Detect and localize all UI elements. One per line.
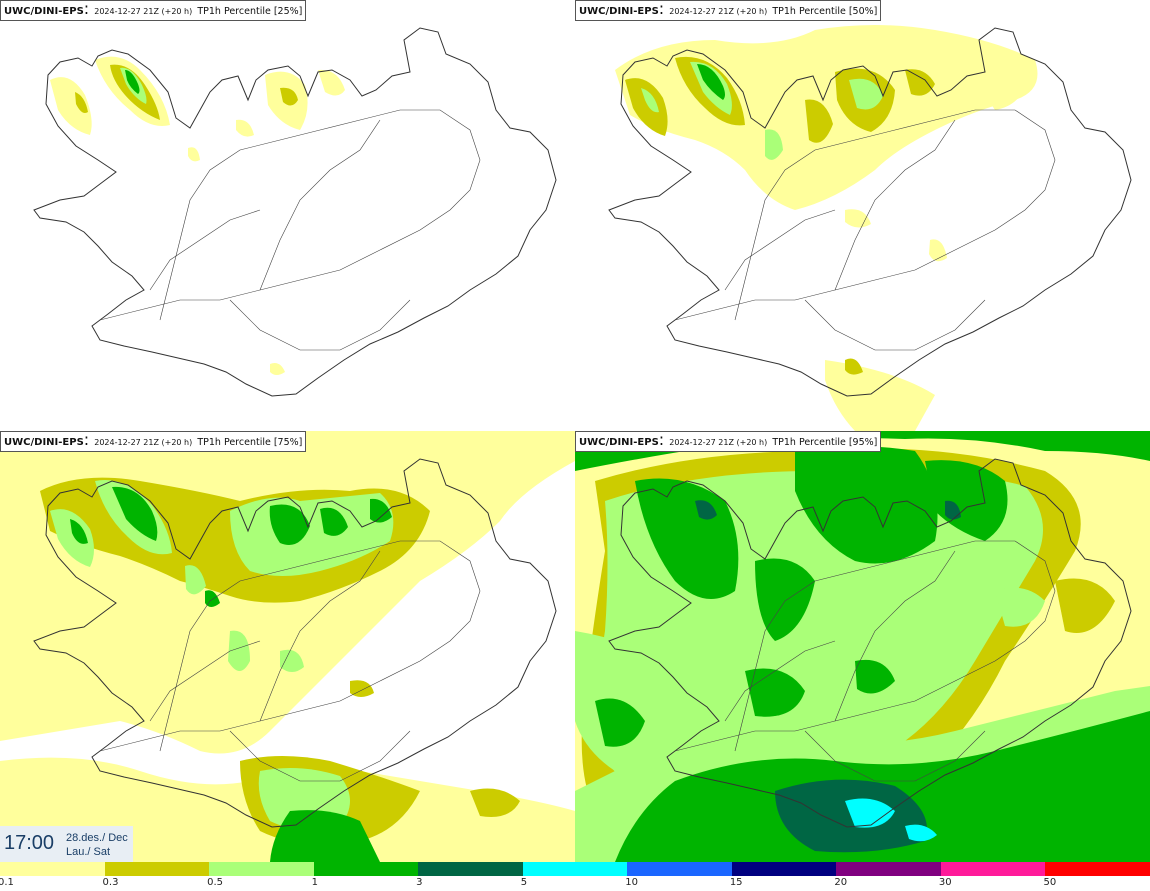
road-network-p25 — [99, 109, 481, 351]
legend-tick-label: 1 — [311, 877, 318, 888]
model-name: UWC/DINI-EPS — [4, 437, 84, 448]
legend-tick-label: 0.3 — [102, 877, 119, 888]
legend-swatch — [940, 862, 1046, 876]
iceland-coastline-p75 — [33, 458, 557, 828]
precip-field-p50 — [615, 25, 1038, 431]
variable-name: TP1h Percentile [25%] — [197, 6, 303, 17]
precip-field-p25 — [50, 56, 345, 375]
legend-swatch — [418, 862, 523, 876]
precip-field-p75 — [0, 431, 575, 862]
iceland-coastline-p50 — [608, 27, 1132, 397]
legend-swatch — [1045, 862, 1150, 876]
iceland-coastline-p95 — [608, 458, 1132, 828]
precip-map-p95 — [575, 431, 1150, 862]
map-panel-p25: UWC/DINI-EPS: 2024-12-27 21Z (+20 h) TP1… — [0, 0, 575, 431]
legend-tick-label: 50 — [1043, 877, 1057, 888]
iceland-coastline-p25 — [33, 27, 557, 397]
legend-swatch — [104, 862, 210, 876]
legend-swatch — [731, 862, 837, 876]
color-legend: 0.1 0.3 0.5 1 3 5 10 15 20 30 50 — [0, 862, 1150, 891]
road-network-p75 — [99, 540, 481, 782]
run-time: 2024-12-27 21Z (+20 h) — [94, 438, 193, 447]
legend-swatch — [313, 862, 419, 876]
model-name: UWC/DINI-EPS — [4, 6, 84, 17]
run-time: 2024-12-27 21Z (+20 h) — [669, 438, 768, 447]
precip-map-p50 — [608, 25, 1132, 431]
panel-title-p95: UWC/DINI-EPS: 2024-12-27 21Z (+20 h) TP1… — [575, 431, 882, 452]
legend-color-bar — [0, 862, 1150, 876]
valid-date: 28.des./ Dec Lau./ Sat — [66, 831, 128, 859]
precip-map-p25 — [33, 27, 557, 397]
model-name: UWC/DINI-EPS — [579, 6, 659, 17]
run-time: 2024-12-27 21Z (+20 h) — [94, 7, 193, 16]
variable-name: TP1h Percentile [75%] — [197, 437, 303, 448]
legend-tick-label: 20 — [834, 877, 848, 888]
legend-swatch — [627, 862, 732, 876]
model-name: UWC/DINI-EPS — [579, 437, 659, 448]
valid-date-line1: 28.des./ Dec — [66, 832, 128, 844]
legend-swatch — [209, 862, 314, 876]
legend-tick-label: 0.1 — [0, 877, 14, 888]
legend-tick-label: 30 — [938, 877, 952, 888]
legend-tick-label: 5 — [520, 877, 528, 888]
valid-time-box: 17:00 28.des./ Dec Lau./ Sat — [0, 826, 133, 862]
legend-tick-label: 10 — [625, 877, 638, 888]
road-network-p95 — [674, 540, 1056, 782]
panel-title-p50: UWC/DINI-EPS: 2024-12-27 21Z (+20 h) TP1… — [575, 0, 882, 21]
run-time: 2024-12-27 21Z (+20 h) — [669, 7, 768, 16]
legend-swatch — [0, 862, 105, 876]
panel-title-p75: UWC/DINI-EPS: 2024-12-27 21Z (+20 h) TP1… — [0, 431, 307, 452]
map-panel-p50: UWC/DINI-EPS: 2024-12-27 21Z (+20 h) TP1… — [575, 0, 1150, 431]
legend-swatch — [836, 862, 941, 876]
panel-title-p25: UWC/DINI-EPS: 2024-12-27 21Z (+20 h) TP1… — [0, 0, 307, 21]
variable-name: TP1h Percentile [50%] — [772, 6, 878, 17]
valid-time: 17:00 — [4, 832, 55, 854]
valid-date-line2: Lau./ Sat — [66, 846, 111, 858]
precip-field-p95 — [575, 431, 1150, 862]
map-panel-p75: UWC/DINI-EPS: 2024-12-27 21Z (+20 h) TP1… — [0, 431, 575, 862]
legend-tick-label: 15 — [729, 877, 743, 888]
map-panel-p95: UWC/DINI-EPS: 2024-12-27 21Z (+20 h) TP1… — [575, 431, 1150, 862]
legend-swatch — [522, 862, 628, 876]
road-network-p50 — [674, 109, 1056, 351]
variable-name: TP1h Percentile [95%] — [772, 437, 878, 448]
legend-tick-label: 3 — [416, 877, 423, 888]
legend-tick-label: 0.5 — [207, 877, 223, 888]
precip-map-p75 — [0, 431, 575, 862]
